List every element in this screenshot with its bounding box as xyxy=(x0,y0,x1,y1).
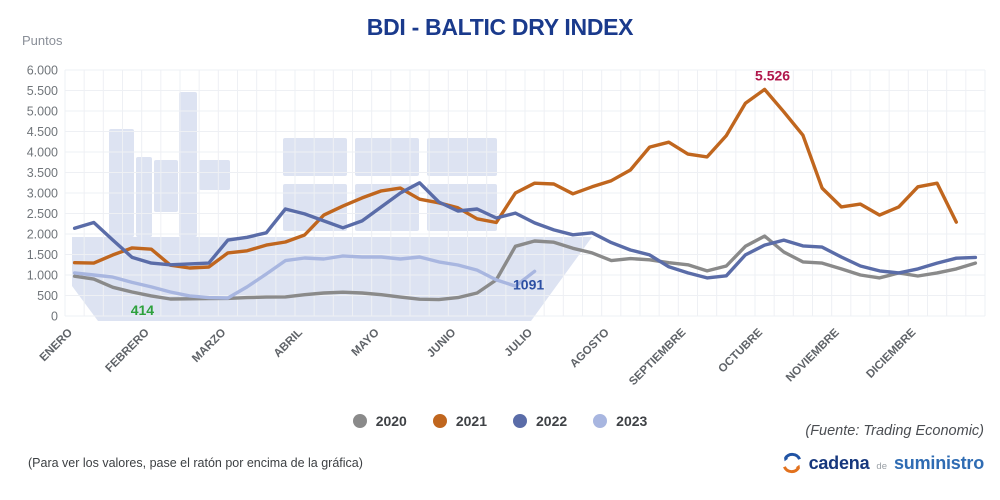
logo-text-de: de xyxy=(876,460,887,472)
legend-label-2020: 2020 xyxy=(375,413,407,429)
month-label-noviembre: NOVIEMBRE xyxy=(784,326,842,384)
bdi-line-chart[interactable]: 6.000 5.500 5.000 4.500 4.000 3.500 3.000 2.500… xyxy=(0,0,1000,400)
month-label-marzo: MARZO xyxy=(190,327,228,365)
y-axis-ticks: 6.000 5.500 5.000 4.500 4.000 3.500 3.000 2.500… xyxy=(27,64,58,324)
legend-item-2021: 2021 xyxy=(432,413,487,429)
y-tick-label: 2.500 xyxy=(27,207,58,221)
legend-label-2023: 2023 xyxy=(616,413,648,429)
page-title: BDI - BALTIC DRY INDEX xyxy=(366,14,634,40)
gridlines xyxy=(64,69,986,317)
y-tick-label: 0 xyxy=(51,310,58,324)
legend-item-2022: 2022 xyxy=(513,413,567,429)
cadena-logo[interactable]: cadena de suministro xyxy=(781,452,984,474)
month-label-julio: JULIO xyxy=(503,327,535,359)
legend-dot-2023 xyxy=(593,414,608,428)
y-tick-label: 6.000 xyxy=(27,64,58,78)
legend-dot-2020 xyxy=(352,414,367,428)
y-axis-title: Puntos xyxy=(22,33,63,48)
month-label-septiembre: SEPTIEMBRE xyxy=(627,326,689,388)
month-label-enero: ENERO xyxy=(38,327,75,364)
month-label-diciembre: DICIEMBRE xyxy=(864,326,918,380)
y-tick-label: 3.000 xyxy=(27,187,58,201)
logo-text-cadena: cadena xyxy=(808,452,870,473)
month-label-agosto: AGOSTO xyxy=(568,327,612,371)
y-tick-label: 3.500 xyxy=(27,166,58,180)
series-line-2021[interactable] xyxy=(72,87,958,270)
circular-arrows-icon xyxy=(782,452,801,474)
y-tick-label: 1.500 xyxy=(27,248,58,262)
legend-label-2021: 2021 xyxy=(455,413,487,429)
y-tick-label: 500 xyxy=(37,289,58,303)
annotation-414: 414 xyxy=(131,302,155,318)
series-line-2022[interactable] xyxy=(72,181,978,280)
annotation-5526: 5.526 xyxy=(755,67,790,83)
month-label-octubre: OCTUBRE xyxy=(716,326,765,375)
chart-legend: 2020 2021 2022 2023 xyxy=(0,413,1000,429)
y-tick-label: 4.000 xyxy=(27,146,58,160)
y-tick-label: 5.000 xyxy=(27,105,58,119)
y-tick-label: 1.000 xyxy=(27,269,58,283)
annotation-1091: 1091 xyxy=(513,276,544,292)
legend-item-2020: 2020 xyxy=(352,413,407,429)
logo-text-suministro: suministro xyxy=(893,452,984,473)
series-line-2023[interactable] xyxy=(72,254,537,300)
y-tick-label: 2.000 xyxy=(27,228,58,242)
x-axis-months: ENERO FEBRERO MARZO ABRIL MAYO JUNIO JULIO AGOS… xyxy=(38,326,919,388)
legend-dot-2022 xyxy=(513,414,527,428)
legend-dot-2021 xyxy=(432,414,447,428)
month-label-mayo: MAYO xyxy=(350,327,382,359)
month-label-junio: JUNIO xyxy=(425,327,458,360)
month-label-abril: ABRIL xyxy=(272,327,305,360)
source-note: (Fuente: Trading Economic) xyxy=(805,423,984,439)
legend-item-2023: 2023 xyxy=(593,413,647,429)
month-label-febrero: FEBRERO xyxy=(104,327,152,375)
hover-hint: (Para ver los valores, pase el ratón por… xyxy=(28,456,363,470)
y-tick-label: 5.500 xyxy=(27,84,58,98)
legend-label-2022: 2022 xyxy=(536,413,568,429)
y-tick-label: 4.500 xyxy=(27,125,58,139)
